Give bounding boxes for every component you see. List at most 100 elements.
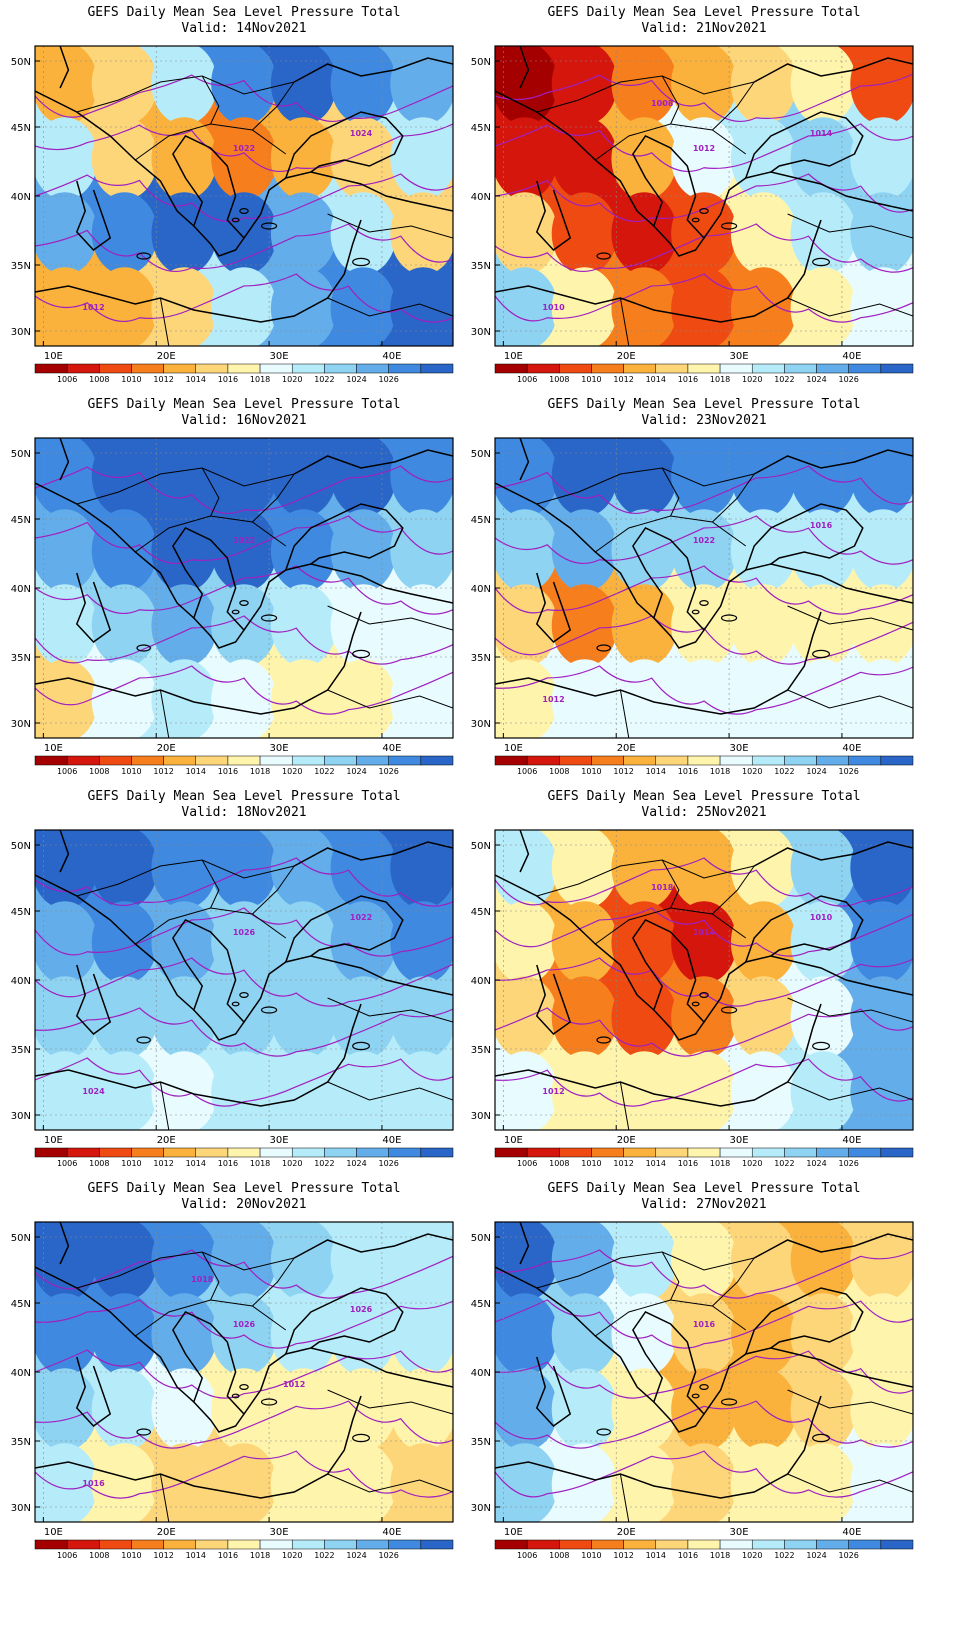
colorbar-label: 1010 <box>121 767 141 776</box>
colorbar-label: 1010 <box>121 375 141 384</box>
pressure-core <box>611 901 678 984</box>
pressure-core <box>495 46 558 125</box>
pressure-core <box>730 976 797 1059</box>
pressure-core <box>330 584 397 667</box>
country-border <box>661 75 680 125</box>
pressure-core <box>671 117 737 200</box>
pressure-core <box>35 1368 98 1451</box>
contour-label: 1012 <box>693 144 715 153</box>
lat-label: 45N <box>11 1299 31 1310</box>
pressure-core <box>671 438 737 517</box>
colorbar-label: 1024 <box>806 767 826 776</box>
pressure-core <box>551 1222 618 1301</box>
pressure-core <box>551 1368 618 1451</box>
pressure-core <box>790 1293 857 1376</box>
pressure-core <box>850 192 913 275</box>
lon-label: 40E <box>842 743 861 754</box>
coastline <box>495 1266 913 1416</box>
colorbar-swatch <box>291 1147 325 1158</box>
country-border <box>201 1251 220 1301</box>
lat-label: 45N <box>11 515 31 526</box>
colorbar-swatch <box>34 755 68 766</box>
country-border <box>252 473 295 523</box>
pressure-core <box>495 1443 558 1522</box>
pressure-core <box>91 976 158 1059</box>
colorbar-swatch <box>751 755 785 766</box>
pressure-core <box>790 830 857 909</box>
lat-label: 50N <box>11 841 31 852</box>
country-border <box>327 997 453 1023</box>
country-border <box>201 859 220 909</box>
pressure-core <box>270 1222 337 1301</box>
coastline <box>519 830 530 873</box>
colorbar-swatch <box>526 1539 560 1550</box>
country-border <box>76 467 295 505</box>
country-border <box>201 75 220 125</box>
colorbar-swatch <box>324 1539 357 1550</box>
country-border <box>327 297 453 317</box>
pressure-core <box>270 659 337 738</box>
country-border <box>619 689 630 738</box>
colorbar-swatch <box>259 755 293 766</box>
lat-label: 30N <box>471 719 491 730</box>
colorbar-swatch <box>324 1147 357 1158</box>
pressure-core <box>495 659 558 738</box>
pressure-field: 1014 1010 1012 1018 <box>495 830 913 1130</box>
island-outline <box>720 1398 738 1406</box>
pressure-core <box>151 509 218 592</box>
isobar-line <box>35 74 453 122</box>
colorbar-label: 1026 <box>839 1551 859 1560</box>
colorbar-label: 1018 <box>710 767 730 776</box>
colorbar-swatch <box>195 1147 229 1158</box>
colorbar-swatch <box>623 363 657 374</box>
pressure-core <box>35 117 98 200</box>
colorbar-label: 1006 <box>57 1551 77 1560</box>
country-border <box>712 1257 755 1307</box>
contour-label: 1018 <box>651 883 674 892</box>
pressure-core <box>850 1051 913 1130</box>
lat-label: 50N <box>471 57 491 68</box>
pressure-core <box>330 976 397 1059</box>
lat-label: 35N <box>11 1045 31 1056</box>
pressure-core <box>330 509 397 592</box>
colorbar-label: 1008 <box>549 767 569 776</box>
pressure-core <box>35 192 98 275</box>
pressure-core <box>790 117 857 200</box>
island-outline <box>691 217 700 223</box>
isobar-line <box>495 1007 913 1057</box>
colorbar-swatch <box>99 363 132 374</box>
pressure-core <box>151 46 218 125</box>
pressure-core <box>671 1051 737 1130</box>
colorbar-label: 1020 <box>282 1551 302 1560</box>
pressure-core <box>671 659 737 738</box>
island-outline <box>352 257 371 267</box>
coastline <box>535 180 572 251</box>
coastline <box>519 1222 530 1265</box>
colorbar-swatch <box>880 1147 914 1158</box>
coastline <box>285 111 404 179</box>
pressure-core <box>35 509 98 592</box>
colorbar-label: 1006 <box>517 767 537 776</box>
pressure-core <box>495 267 558 346</box>
colorbar-swatch <box>494 755 528 766</box>
colorbar-label: 1008 <box>549 1159 569 1168</box>
isobar-line <box>35 1349 453 1399</box>
colorbar-label: 1022 <box>774 1551 794 1560</box>
island-outline <box>699 208 709 215</box>
colorbar-swatch <box>784 1539 817 1550</box>
country-border <box>787 1473 913 1493</box>
pressure-core <box>270 830 337 909</box>
pressure-field: 1022 <box>35 438 453 738</box>
pressure-core <box>390 1368 453 1451</box>
pressure-core <box>495 438 558 517</box>
colorbar-swatch <box>163 755 197 766</box>
coastline <box>285 1287 404 1355</box>
lon-label: 20E <box>157 743 176 754</box>
colorbar-swatch <box>880 363 914 374</box>
coastline <box>193 617 245 649</box>
colorbar-swatch <box>388 755 422 766</box>
colorbar-swatch <box>420 363 454 374</box>
pressure-field: 1022 1016 1012 <box>495 438 913 738</box>
pressure-core <box>390 117 453 200</box>
pressure-core <box>151 1368 218 1451</box>
